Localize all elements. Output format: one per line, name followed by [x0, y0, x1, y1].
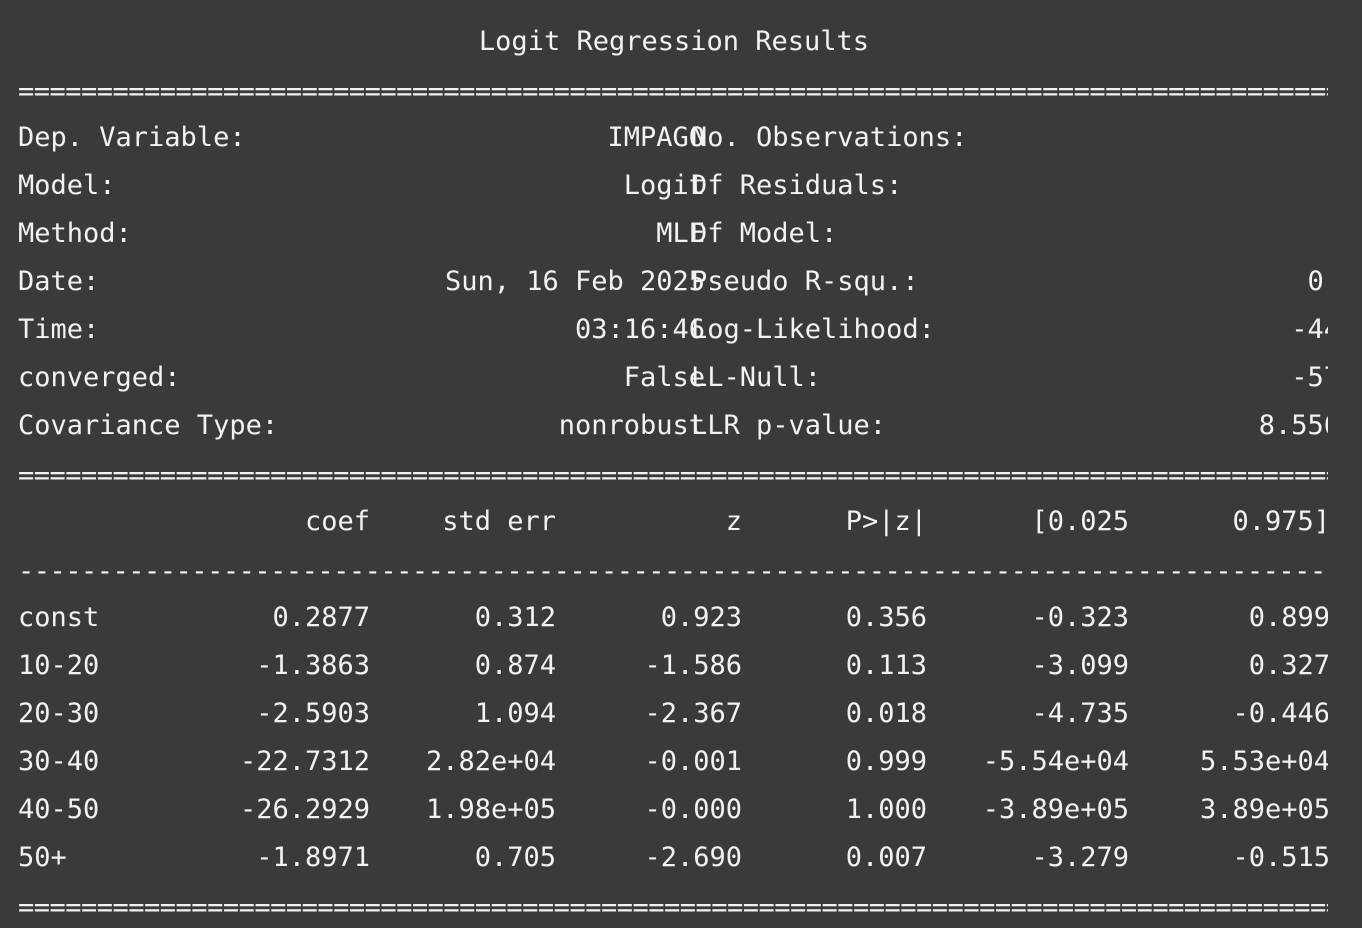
- coef-value: -22.7312: [239, 746, 370, 777]
- z-value: -0.001: [644, 746, 742, 777]
- summary-row: Covariance Type: nonrobust LLR p-value: …: [0, 402, 1328, 450]
- row-name: 20-30: [18, 698, 100, 729]
- summary-row: Model: Logit Df Residuals: 85: [0, 162, 902, 210]
- row-name: 10-20: [18, 650, 100, 681]
- summary-label: Dep. Variable:: [18, 122, 246, 153]
- double-rule-middle: ========================================…: [18, 462, 1328, 490]
- p-value: 0.113: [845, 650, 927, 681]
- coef-value: -1.8971: [256, 842, 370, 873]
- std-err-value: 0.312: [474, 602, 556, 633]
- ci-high-value: 5.53e+04: [1199, 746, 1328, 777]
- z-value: -2.367: [644, 698, 742, 729]
- col-header-ci-low: [0.025: [1031, 506, 1129, 537]
- summary-label: Method:: [18, 218, 132, 249]
- double-rule-top: ========================================…: [18, 78, 1328, 106]
- std-err-value: 2.82e+04: [425, 746, 556, 777]
- results-title: Logit Regression Results: [478, 26, 870, 57]
- summary-row: Dep. Variable: IMPAGO No. Observations: …: [0, 114, 967, 162]
- std-err-value: 0.874: [474, 650, 556, 681]
- summary-value: nonrobust: [558, 410, 706, 441]
- table-row: 20-30 -2.5903 1.094 -2.367 0.018 -4.735 …: [0, 690, 1328, 738]
- row-name: 40-50: [18, 794, 100, 825]
- ci-high-value: -0.446: [1232, 698, 1328, 729]
- table-row: 40-50 -26.2929 1.98e+05 -0.000 1.000 -3.…: [0, 786, 1328, 834]
- summary-label: Date:: [18, 266, 100, 297]
- ci-low-value: -3.279: [1031, 842, 1129, 873]
- summary-value: 5: [1005, 210, 1328, 258]
- col-header-z: z: [725, 506, 742, 537]
- summary-value: IMPAGO: [607, 122, 706, 153]
- p-value: 0.018: [845, 698, 927, 729]
- summary-value: 0.2262: [1307, 266, 1328, 297]
- summary-label: LLR p-value:: [691, 410, 887, 441]
- p-value: 1.000: [845, 794, 927, 825]
- table-row: 10-20 -1.3863 0.874 -1.586 0.113 -3.099 …: [0, 642, 1328, 690]
- z-value: -0.000: [644, 794, 742, 825]
- single-rule: ----------------------------------------…: [18, 558, 1328, 586]
- summary-row: Time: 03:16:46 Log-Likelihood: -44.642: [0, 306, 1328, 354]
- summary-row: Date: Sun, 16 Feb 2025 Pseudo R-squ.: 0.…: [0, 258, 1328, 306]
- z-value: -2.690: [644, 842, 742, 873]
- summary-label: Model:: [18, 170, 116, 201]
- summary-label: Log-Likelihood:: [691, 314, 935, 345]
- summary-value: 85: [1005, 162, 1328, 210]
- std-err-value: 0.705: [474, 842, 556, 873]
- summary-value: MLE: [656, 218, 706, 249]
- p-value: 0.356: [845, 602, 927, 633]
- summary-label: Df Residuals:: [691, 170, 903, 201]
- summary-value: False: [623, 362, 706, 393]
- p-value: 0.999: [845, 746, 927, 777]
- p-value: 0.007: [845, 842, 927, 873]
- col-header-p: P>|z|: [845, 506, 927, 537]
- summary-row: converged: False LL-Null: -57.689: [0, 354, 1328, 402]
- summary-label: converged:: [18, 362, 181, 393]
- summary-label: LL-Null:: [691, 362, 822, 393]
- ci-high-value: -0.515: [1232, 842, 1328, 873]
- coef-value: -26.2929: [239, 794, 370, 825]
- col-header-coef: coef: [304, 506, 370, 537]
- ci-high-value: 3.89e+05: [1199, 794, 1328, 825]
- summary-value: 03:16:46: [574, 314, 706, 345]
- row-name: const: [18, 602, 100, 633]
- z-value: -1.586: [644, 650, 742, 681]
- ci-low-value: -3.89e+05: [982, 794, 1129, 825]
- ci-low-value: -0.323: [1031, 602, 1129, 633]
- ci-low-value: -5.54e+04: [982, 746, 1129, 777]
- ci-low-value: -4.735: [1031, 698, 1129, 729]
- row-name: 50+: [18, 842, 67, 873]
- summary-value: Sun, 16 Feb 2025: [444, 266, 706, 297]
- summary-value: 8.556e-05: [1258, 410, 1328, 441]
- z-value: 0.923: [660, 602, 742, 633]
- output-viewport: Logit Regression Results ===============…: [0, 26, 1328, 922]
- summary-row: Method: MLE Df Model: 5: [0, 210, 837, 258]
- summary-label: Covariance Type:: [18, 410, 279, 441]
- summary-value: 91: [1005, 114, 1328, 162]
- ci-low-value: -3.099: [1031, 650, 1129, 681]
- summary-value: -44.642: [1291, 314, 1328, 345]
- coef-value: -2.5903: [256, 698, 370, 729]
- col-header-ci-high: 0.975]: [1232, 506, 1328, 537]
- summary-label: Df Model:: [691, 218, 838, 249]
- summary-value: Logit: [623, 170, 706, 201]
- summary-label: Time:: [18, 314, 100, 345]
- summary-label: No. Observations:: [691, 122, 968, 153]
- ci-high-value: 0.327: [1248, 650, 1328, 681]
- coef-header-row: coef std err z P>|z| [0.025 0.975]: [0, 498, 1328, 546]
- table-row: const 0.2877 0.312 0.923 0.356 -0.323 0.…: [0, 594, 1328, 642]
- coef-value: 0.2877: [272, 602, 370, 633]
- std-err-value: 1.094: [474, 698, 556, 729]
- std-err-value: 1.98e+05: [425, 794, 556, 825]
- summary-value: -57.689: [1291, 362, 1328, 393]
- table-row: 30-40 -22.7312 2.82e+04 -0.001 0.999 -5.…: [0, 738, 1328, 786]
- table-row: 50+ -1.8971 0.705 -2.690 0.007 -3.279 -0…: [0, 834, 1328, 882]
- summary-label: Pseudo R-squ.:: [691, 266, 919, 297]
- ci-high-value: 0.899: [1248, 602, 1328, 633]
- coef-value: -1.3863: [256, 650, 370, 681]
- col-header-std-err: std err: [442, 506, 556, 537]
- row-name: 30-40: [18, 746, 100, 777]
- double-rule-bottom: ========================================…: [18, 894, 1328, 922]
